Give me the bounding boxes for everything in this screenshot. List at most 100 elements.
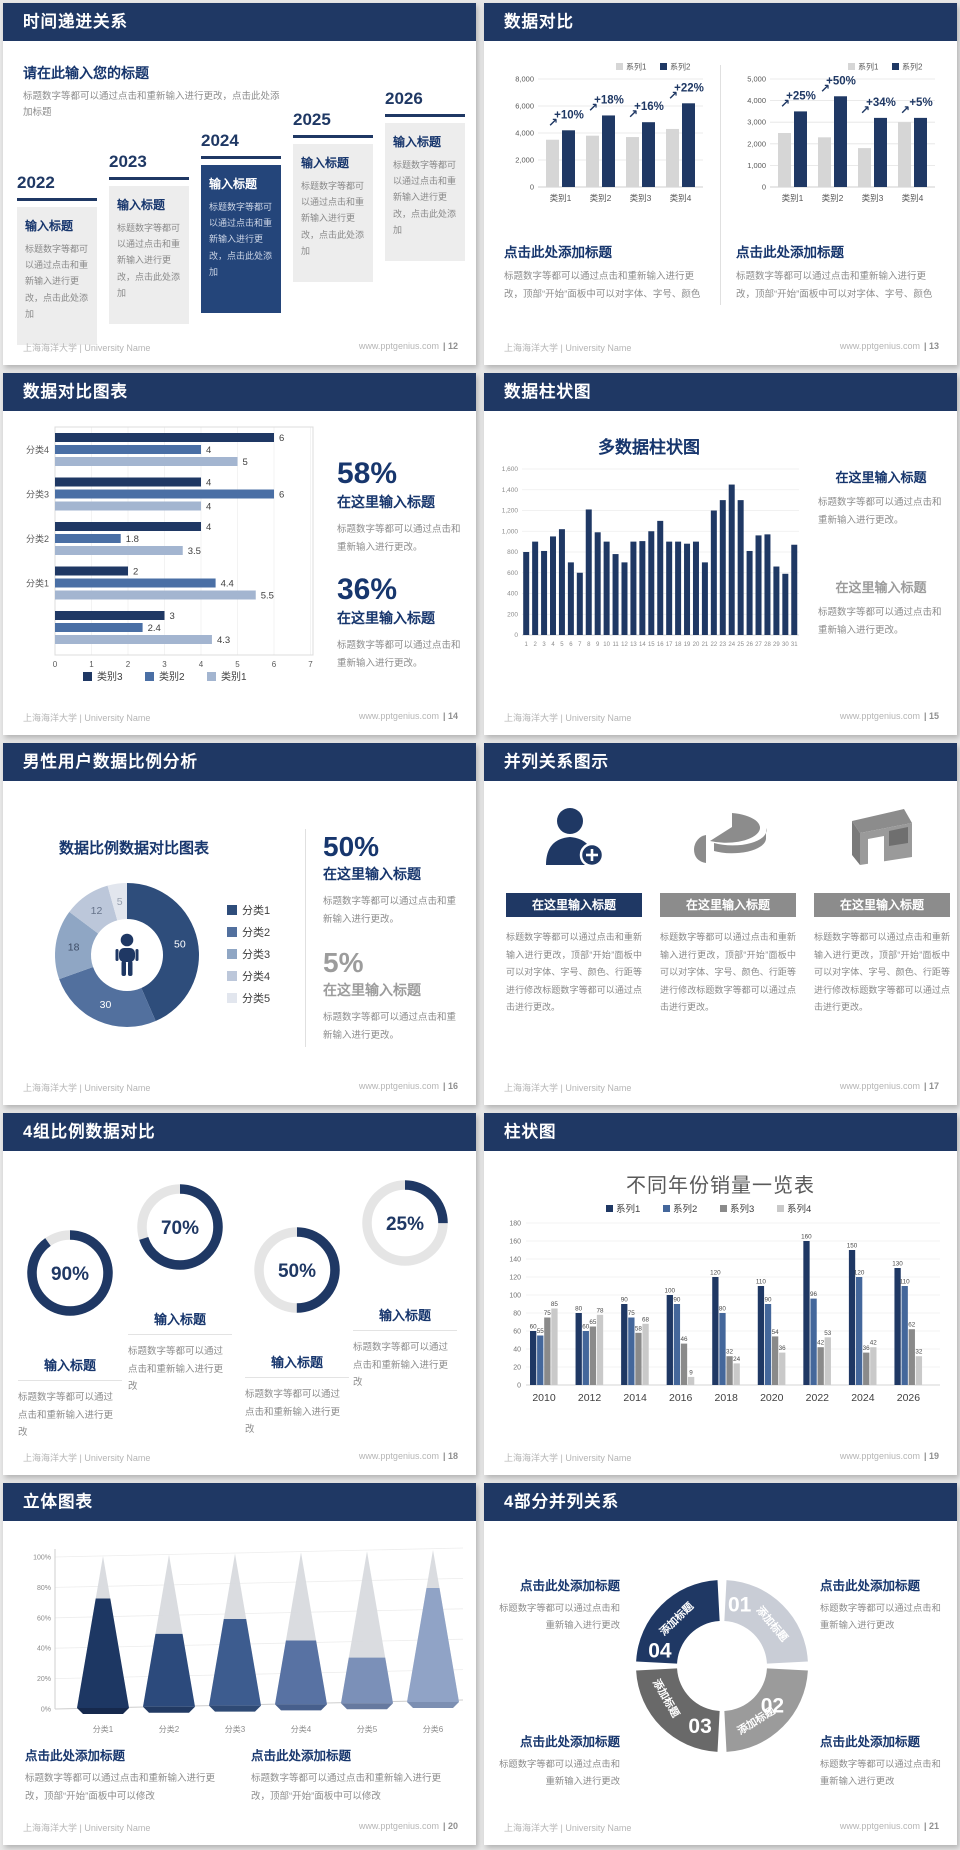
- svg-text:类别2: 类别2: [822, 193, 844, 203]
- timeline-rule: [201, 156, 281, 159]
- note-body: 标题数字等都可以通过点击和重新输入进行更改。: [818, 497, 942, 527]
- caption-block-left: 点击此处添加标题 标题数字等都可以通过点击和重新输入进行更改，顶部“开始”面板中…: [25, 1745, 225, 1806]
- slide-title: 数据对比: [504, 13, 574, 31]
- donut-chart: 50 30 18 12 5 分类1 分类2 分类3 分类4 分类5: [55, 883, 270, 1027]
- footer-brand: 上海海洋大学 | University Name: [504, 1083, 632, 1093]
- svg-text:1,000: 1,000: [747, 161, 766, 170]
- stat-body: 标题数字等都可以通过点击和重新输入进行更改。: [323, 1012, 457, 1042]
- svg-text:42: 42: [817, 1340, 825, 1347]
- timeline-rule: [293, 135, 373, 138]
- card-body: 标题数字等都可以通过点击和重新输入进行更改，点击此处添加: [209, 202, 273, 277]
- svg-text:分类2: 分类2: [26, 533, 49, 544]
- svg-text:3.5: 3.5: [188, 546, 201, 557]
- slide-17-parallel-items[interactable]: 并列关系图示 在这里输入标题 标题数字等都可以通过点击和重新输入进行更改，顶部“…: [484, 743, 957, 1105]
- footer-brand: 上海海洋大学 | University Name: [23, 713, 151, 723]
- slide-21-quad-ring[interactable]: 4部分并列关系 01 02 03 04 添加标题 添加标题 添加标题 添加标题 点击此处添加标…: [484, 1483, 957, 1845]
- ring-body: 标题数字等都可以通过点击和重新输入进行更改: [128, 1346, 224, 1393]
- caption-body: 标题数字等都可以通过点击和重新输入进行更改，顶部“开始”面板中可以修改: [251, 1773, 442, 1803]
- svg-text:180: 180: [509, 1221, 521, 1228]
- svg-text:8: 8: [587, 642, 591, 648]
- svg-text:类别1: 类别1: [782, 193, 804, 203]
- slide-19-year-bars[interactable]: 柱状图 不同年份销量一览表 0 20 40 60 80 100 120 140 160 180 系列…: [484, 1113, 957, 1475]
- svg-text:2014: 2014: [623, 1392, 647, 1404]
- slide-18-progress-rings[interactable]: 4组比例数据对比 90% 70% 50% 25% 输入标题 标题数字等都可以通过…: [3, 1113, 476, 1475]
- slide-header-bar: 并列关系图示: [484, 743, 957, 781]
- svg-text:90%: 90%: [51, 1264, 89, 1285]
- svg-text:1,400: 1,400: [502, 487, 519, 494]
- stat-title: 在这里输入标题: [323, 982, 421, 998]
- progress-ring-70: 70%: [137, 1184, 223, 1270]
- slide-title: 立体图表: [23, 1493, 93, 1511]
- svg-text:32: 32: [915, 1349, 923, 1356]
- stat-block-5: 5% 在这里输入标题 标题数字等都可以通过点击和重新输入进行更改。: [323, 949, 463, 1045]
- svg-text:2: 2: [533, 642, 537, 648]
- svg-text:600: 600: [507, 570, 518, 577]
- caption-title: 点击此处添加标题: [504, 245, 612, 260]
- svg-text:31: 31: [791, 642, 798, 648]
- timeline-item-2024: 2024 输入标题 标题数字等都可以通过点击和重新输入进行更改，点击此处添加: [201, 131, 281, 313]
- slide-footer: 上海海洋大学 | University Name www.pptgenius.co…: [3, 711, 476, 725]
- svg-text:分类2: 分类2: [159, 1724, 180, 1734]
- svg-text:110: 110: [900, 1279, 911, 1286]
- svg-text:1.8: 1.8: [126, 534, 139, 545]
- svg-text:20: 20: [693, 642, 700, 648]
- slide-15-daily-bars[interactable]: 数据柱状图 多数据柱状图 0 200 400 600 800 1,000 1,200 1,40…: [484, 373, 957, 735]
- slide-footer: 上海海洋大学 | University Name www.pptgenius.co…: [484, 1451, 957, 1465]
- slide-footer: 上海海洋大学 | University Name www.pptgenius.co…: [484, 1081, 957, 1095]
- svg-text:2012: 2012: [578, 1392, 602, 1404]
- slide-footer: 上海海洋大学 | University Name www.pptgenius.co…: [3, 1081, 476, 1095]
- page-number: | 19: [923, 1451, 939, 1461]
- svg-text:80: 80: [719, 1306, 727, 1313]
- slide-header-bar: 数据柱状图: [484, 373, 957, 411]
- woman-plus-icon: [506, 799, 642, 883]
- divider: [720, 65, 721, 305]
- quad-block-top-right: 点击此处添加标题 标题数字等都可以通过点击和重新输入进行更改: [820, 1575, 946, 1633]
- svg-text:15: 15: [648, 642, 655, 648]
- svg-text:+34%: +34%: [866, 97, 896, 109]
- timeline-year: 2023: [109, 152, 147, 171]
- slide-13-data-compare[interactable]: 数据对比 0 2,000 4,000 6,000 8,000 系列1 系列2 ↗ +10% 类别1…: [484, 3, 957, 365]
- svg-text:5: 5: [560, 642, 564, 648]
- svg-text:分类5: 分类5: [357, 1724, 378, 1734]
- svg-text:90: 90: [621, 1297, 629, 1304]
- svg-text:↗: ↗: [628, 107, 638, 121]
- svg-text:150: 150: [847, 1243, 858, 1250]
- parallel-body: 标题数字等都可以通过点击和重新输入进行更改，顶部“开始”面板中可以对字体、字号、…: [814, 932, 950, 1013]
- svg-text:60: 60: [530, 1324, 538, 1331]
- slide-16-donut-analysis[interactable]: 男性用户数据比例分析 数据比例数据对比图表 50 30 18 12 5 分类1 分类2 分类3…: [3, 743, 476, 1105]
- page-number: | 14: [442, 711, 458, 721]
- svg-text:4.4: 4.4: [221, 579, 234, 590]
- svg-text:28: 28: [764, 642, 771, 648]
- footer-brand: 上海海洋大学 | University Name: [504, 343, 632, 353]
- slide-header-bar: 数据对比图表: [3, 373, 476, 411]
- svg-text:18: 18: [675, 642, 682, 648]
- svg-text:2022: 2022: [806, 1392, 830, 1404]
- svg-text:分类1: 分类1: [93, 1724, 114, 1734]
- footer-site: www.pptgenius.com | 13: [839, 341, 939, 351]
- svg-text:↗: ↗: [548, 115, 558, 129]
- svg-text:类别4: 类别4: [670, 193, 692, 203]
- quad-body: 标题数字等都可以通过点击和重新输入进行更改: [499, 1603, 620, 1630]
- footer-brand: 上海海洋大学 | University Name: [23, 1823, 151, 1833]
- svg-text:17: 17: [666, 642, 673, 648]
- slide-14-hbar-chart[interactable]: 数据对比图表 6 4 5 分类4 4 6 4 分类3 4 1.8 3.5 分类2 2 4.4 5.5 分类1 3…: [3, 373, 476, 735]
- svg-text:13: 13: [630, 642, 637, 648]
- ring-body: 标题数字等都可以通过点击和重新输入进行更改: [245, 1389, 341, 1436]
- quad-title: 点击此处添加标题: [519, 1579, 620, 1593]
- slide-header-bar: 4部分并列关系: [484, 1483, 957, 1521]
- svg-text:系列2: 系列2: [670, 62, 691, 72]
- slide-header-bar: 数据对比: [484, 3, 957, 41]
- svg-text:0: 0: [514, 632, 518, 639]
- intro-body: 标题数字等都可以通过点击和重新输入进行更改，点击此处添加标题: [23, 91, 280, 119]
- slide-20-cone-chart[interactable]: 立体图表 0% 20% 40% 60% 80% 100% 分类1 分类2 分类3 分类4 分类5 分类…: [3, 1483, 476, 1845]
- svg-text:7: 7: [308, 660, 313, 669]
- slide-title: 男性用户数据比例分析: [23, 753, 198, 771]
- timeline-year: 2025: [293, 110, 331, 129]
- caption-block-right: 点击此处添加标题 标题数字等都可以通过点击和重新输入进行更改，顶部“开始”面板中…: [736, 241, 938, 303]
- svg-text:36: 36: [863, 1345, 871, 1352]
- svg-text:系列1: 系列1: [626, 62, 647, 72]
- svg-text:类别3: 类别3: [630, 193, 652, 203]
- svg-text:分类3: 分类3: [26, 489, 49, 500]
- svg-text:↗: ↗: [668, 88, 678, 102]
- slide-12-timeline[interactable]: 时间递进关系 请在此输入您的标题 标题数字等都可以通过点击和重新输入进行更改，点…: [3, 3, 476, 365]
